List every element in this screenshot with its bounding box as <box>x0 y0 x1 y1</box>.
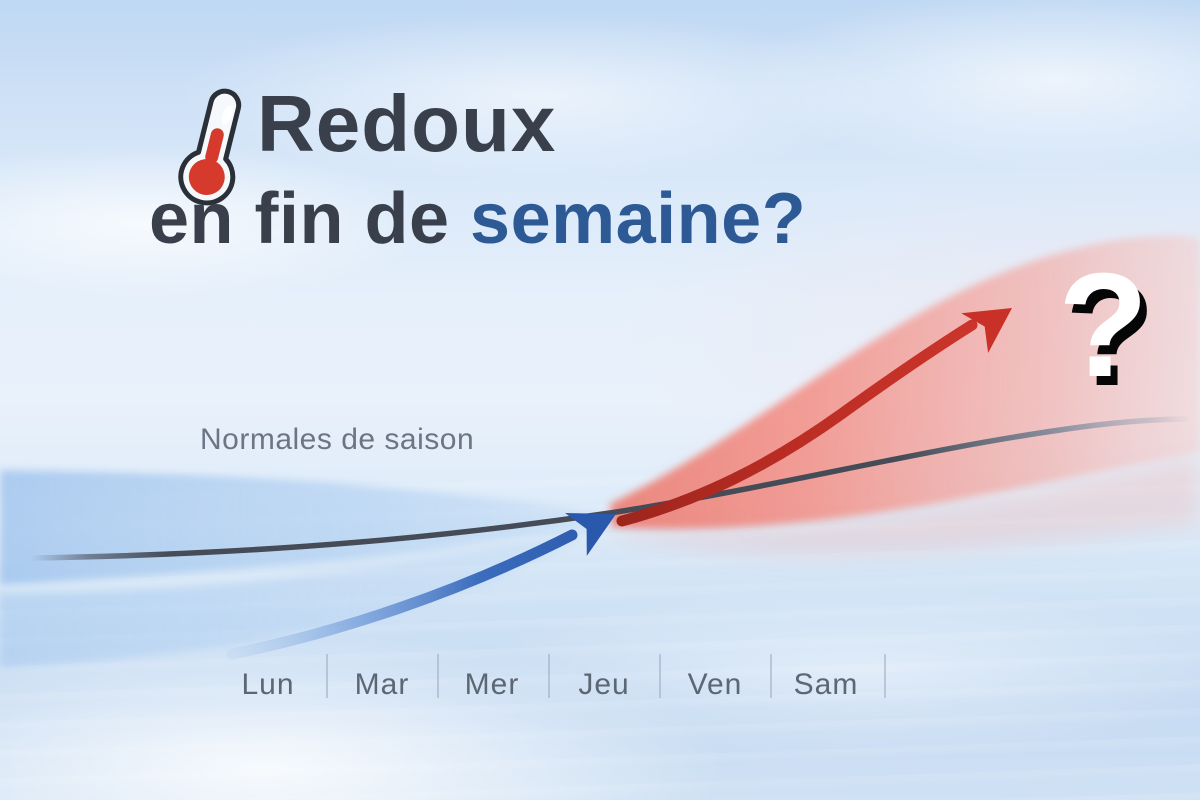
normals-label: Normales de saison <box>200 423 475 456</box>
axis-tick <box>437 654 439 698</box>
axis-label-ven: Ven <box>687 668 743 701</box>
cold-arrowhead <box>565 513 616 556</box>
warm-uncertainty-band <box>610 235 1200 529</box>
warm-trend-line <box>616 319 978 527</box>
axis-tick <box>548 654 550 698</box>
axis-tick <box>326 654 328 698</box>
axis-tick <box>770 654 772 698</box>
axis-tick <box>884 654 886 698</box>
cold-trend-line <box>226 529 578 660</box>
thermometer-icon <box>178 88 242 206</box>
axis-label-mer: Mer <box>464 668 520 701</box>
axis-tick <box>659 654 661 698</box>
axis-label-lun: Lun <box>241 668 295 701</box>
page-subtitle: en fin de semaine? <box>149 183 806 255</box>
warm-arrowhead <box>961 308 1012 354</box>
axis-label-mar: Mar <box>354 668 410 701</box>
axis-label-jeu: Jeu <box>578 668 630 701</box>
page-title: Redoux <box>257 79 557 168</box>
subtitle-accent-text: semaine? <box>470 179 807 259</box>
warm-band-underlay <box>612 455 1200 555</box>
axis-label-sam: Sam <box>793 668 859 701</box>
uncertainty-question-mark: ? <box>1058 243 1149 408</box>
subtitle-dark-text: en fin de <box>149 179 471 259</box>
cold-secondary-band <box>0 522 606 668</box>
